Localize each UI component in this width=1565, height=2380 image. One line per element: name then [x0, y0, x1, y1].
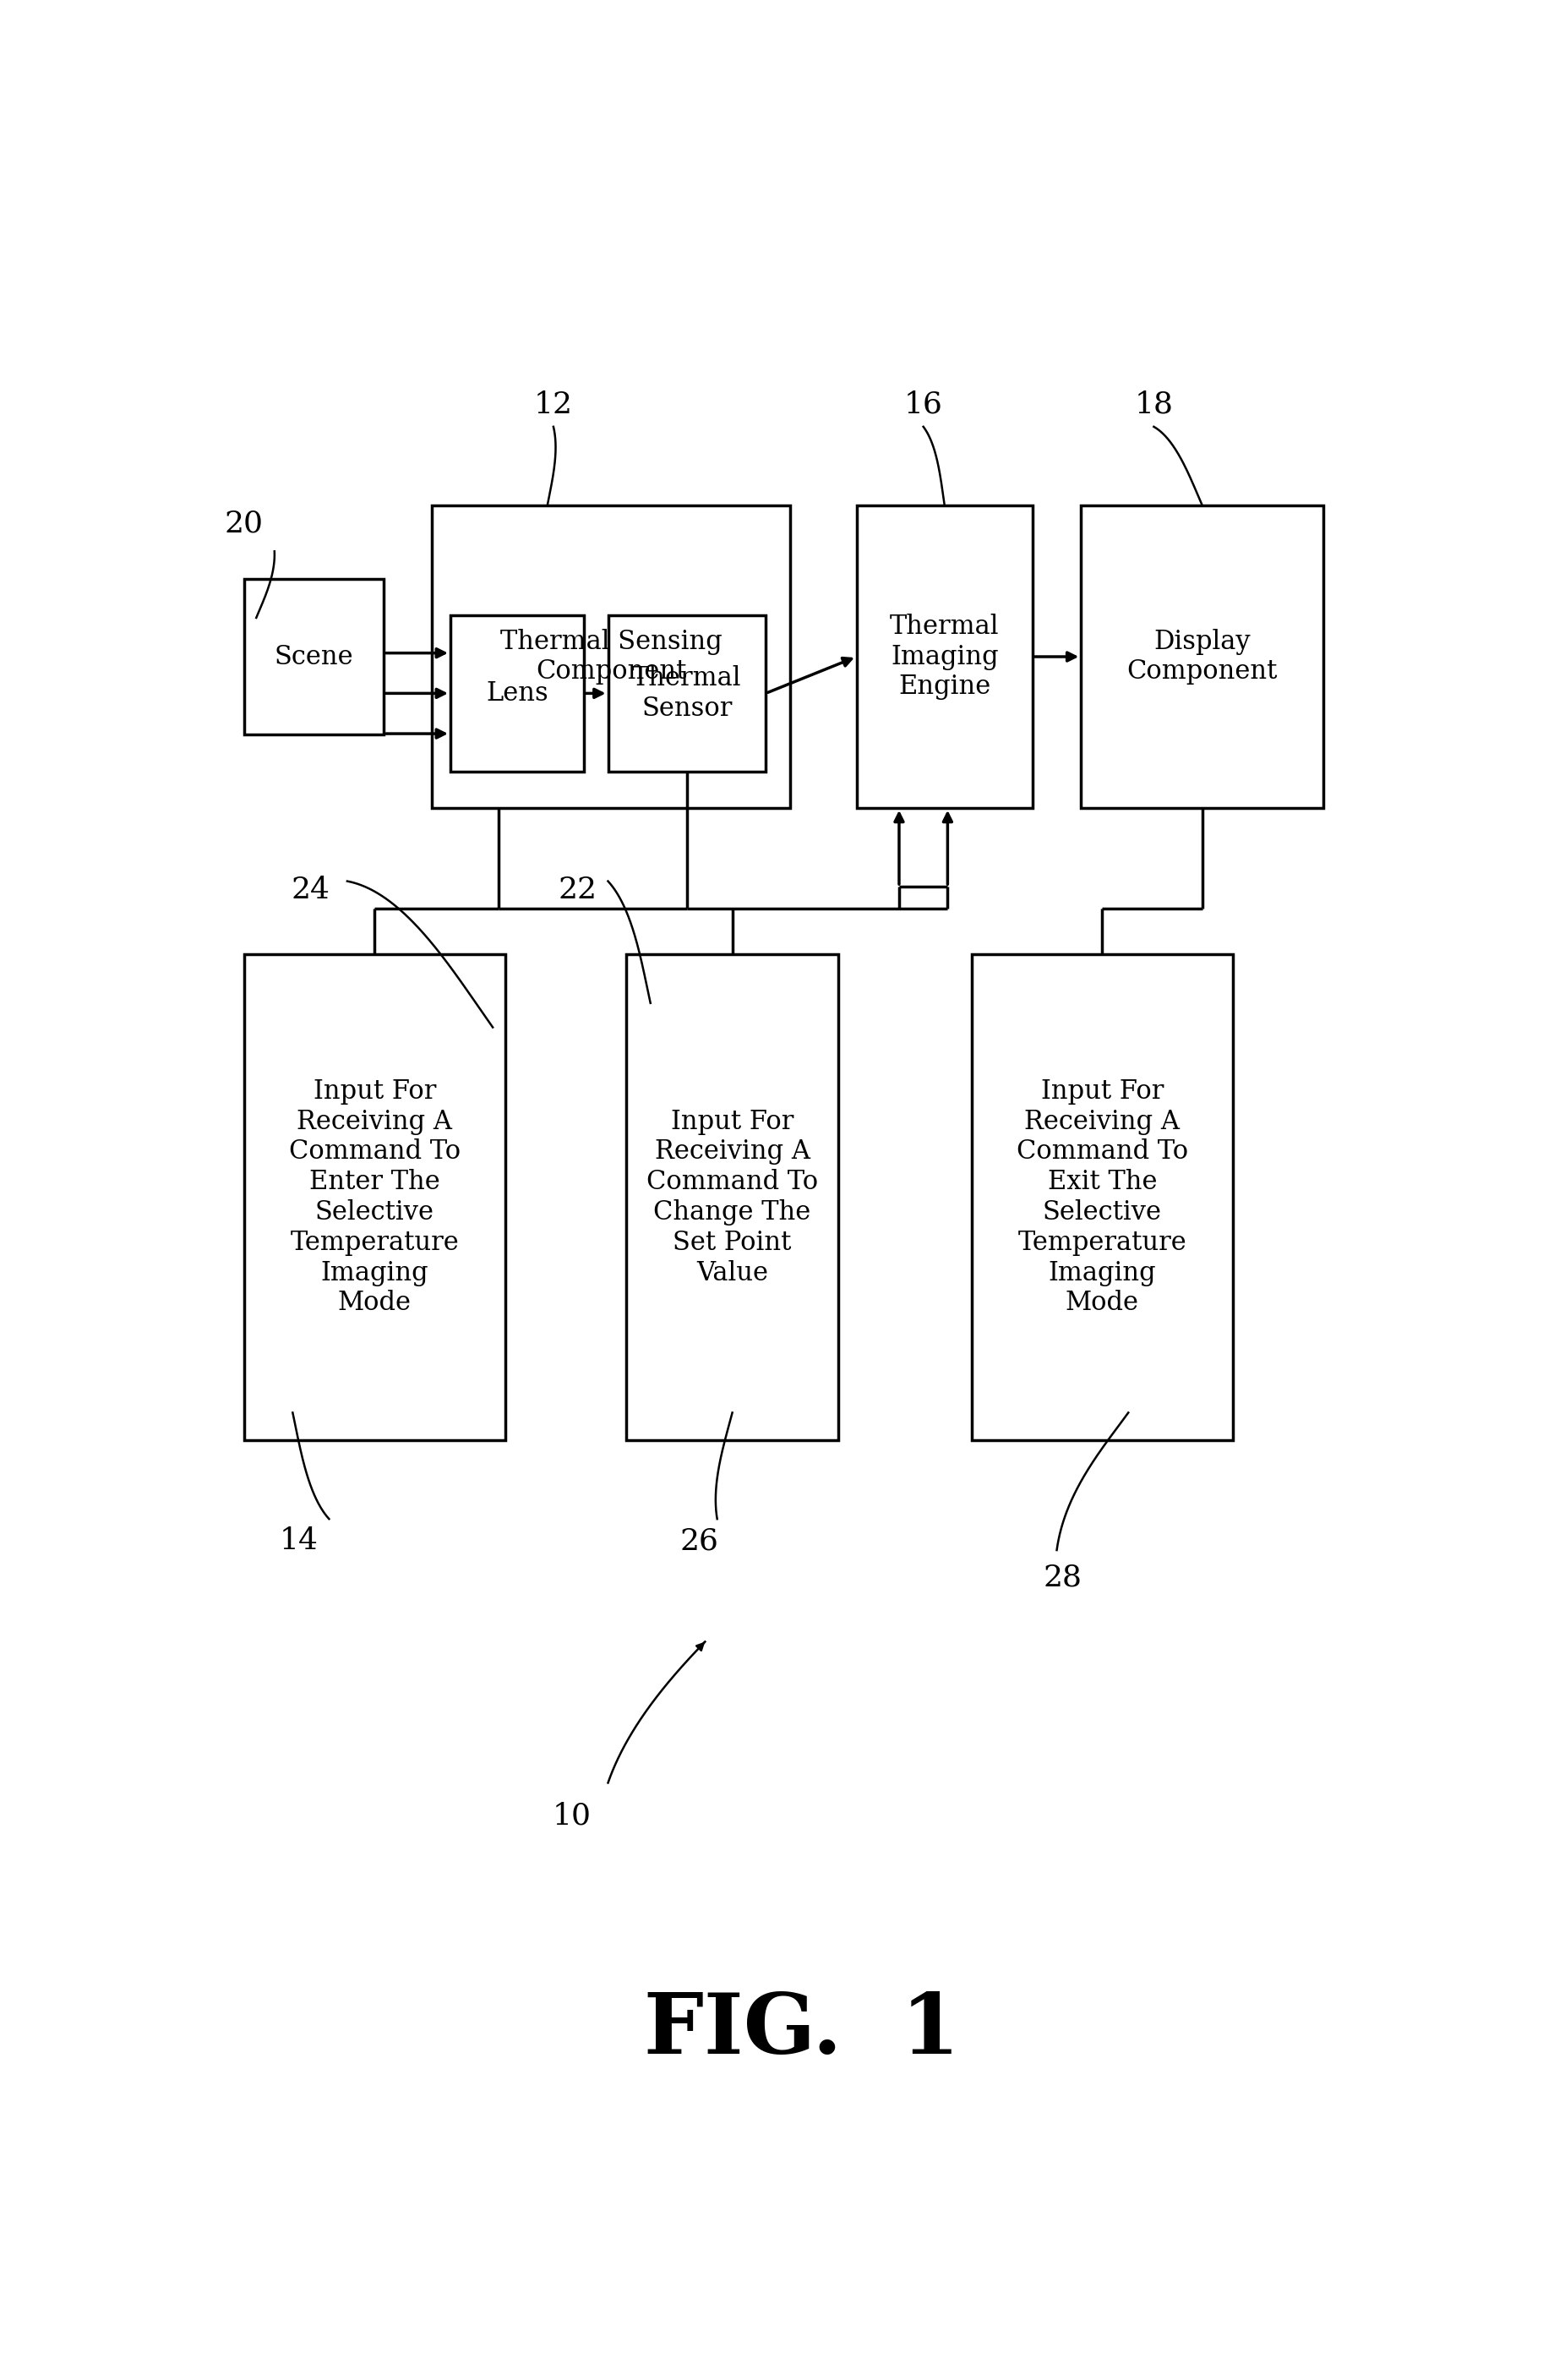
Bar: [451, 616, 584, 771]
Text: Thermal
Imaging
Engine: Thermal Imaging Engine: [890, 614, 1000, 700]
Bar: [607, 616, 765, 771]
Bar: [432, 505, 790, 807]
Text: Display
Component: Display Component: [1127, 628, 1277, 685]
Text: Thermal Sensing
Component: Thermal Sensing Component: [501, 628, 721, 685]
Bar: [244, 954, 505, 1440]
Text: 24: 24: [291, 876, 330, 904]
Text: 18: 18: [1135, 390, 1174, 419]
Text: 26: 26: [679, 1526, 718, 1554]
Text: 16: 16: [905, 390, 942, 419]
Bar: [856, 505, 1033, 807]
Text: 28: 28: [1044, 1564, 1083, 1592]
Text: 10: 10: [552, 1802, 592, 1830]
Text: 12: 12: [534, 390, 573, 419]
Text: Scene: Scene: [274, 643, 354, 669]
Text: Input For
Receiving A
Command To
Exit The
Selective
Temperature
Imaging
Mode: Input For Receiving A Command To Exit Th…: [1016, 1078, 1188, 1316]
Text: Lens: Lens: [485, 681, 548, 707]
Bar: [244, 578, 383, 735]
Text: 20: 20: [225, 509, 263, 538]
Text: Input For
Receiving A
Command To
Change The
Set Point
Value: Input For Receiving A Command To Change …: [646, 1109, 818, 1285]
Text: 14: 14: [279, 1526, 318, 1554]
Text: Thermal
Sensor: Thermal Sensor: [632, 664, 742, 721]
Text: FIG.  1: FIG. 1: [645, 1990, 959, 2071]
Bar: [972, 954, 1233, 1440]
Bar: [626, 954, 839, 1440]
Bar: [1081, 505, 1324, 807]
Text: 22: 22: [559, 876, 598, 904]
Text: Input For
Receiving A
Command To
Enter The
Selective
Temperature
Imaging
Mode: Input For Receiving A Command To Enter T…: [288, 1078, 460, 1316]
